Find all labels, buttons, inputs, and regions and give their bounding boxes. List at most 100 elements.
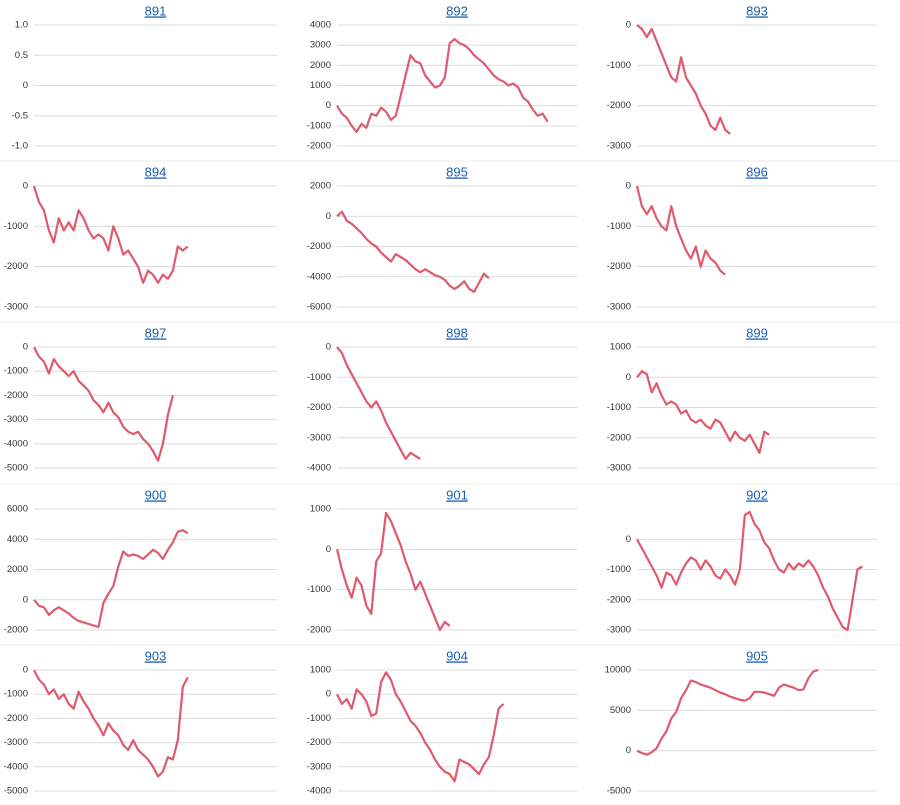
y-tick-label: 0 bbox=[326, 544, 331, 555]
y-tick-label: 0 bbox=[626, 745, 631, 756]
y-tick-label: -3000 bbox=[607, 463, 631, 474]
line-series bbox=[336, 38, 549, 133]
y-tick-label: -2000 bbox=[607, 100, 631, 111]
y-tick-label: 2000 bbox=[7, 564, 28, 575]
y-tick-label: -4000 bbox=[4, 761, 28, 772]
y-tick-label: 3000 bbox=[310, 40, 331, 51]
chart-title[interactable]: 891 bbox=[145, 3, 167, 18]
y-tick-label: 0 bbox=[326, 342, 331, 353]
chart-title[interactable]: 899 bbox=[746, 325, 768, 340]
y-tick-label: -1000 bbox=[607, 564, 631, 575]
y-tick-label: -3000 bbox=[307, 761, 331, 772]
line-series bbox=[32, 185, 189, 284]
y-tick-label: -1000 bbox=[307, 120, 331, 131]
line-series bbox=[33, 669, 189, 778]
y-tick-label: -2000 bbox=[307, 141, 331, 152]
y-tick-label: -1000 bbox=[307, 584, 331, 595]
y-tick-label: -4000 bbox=[307, 786, 331, 797]
y-tick-label: -1000 bbox=[307, 713, 331, 724]
y-tick-label: -3000 bbox=[607, 302, 631, 313]
line-series bbox=[636, 668, 819, 756]
line-series bbox=[335, 511, 451, 632]
y-tick-label: 0 bbox=[626, 181, 631, 192]
y-tick-label: -4000 bbox=[307, 271, 331, 282]
y-tick-label: -4000 bbox=[4, 438, 28, 449]
chart-title[interactable]: 903 bbox=[145, 648, 167, 663]
y-tick-label: -2000 bbox=[607, 261, 631, 272]
y-tick-label: 0 bbox=[23, 594, 28, 605]
y-tick-label: -5000 bbox=[4, 463, 28, 474]
y-tick-label: -1000 bbox=[607, 60, 631, 71]
line-series bbox=[636, 24, 731, 135]
y-tick-label: -1000 bbox=[607, 221, 631, 232]
y-tick-label: -3000 bbox=[4, 302, 28, 313]
y-tick-label: -2000 bbox=[307, 737, 331, 748]
y-tick-label: -1.0 bbox=[12, 141, 28, 152]
y-tick-label: 0 bbox=[23, 181, 28, 192]
y-tick-label: 0 bbox=[326, 689, 331, 700]
chart-title[interactable]: 902 bbox=[746, 487, 768, 502]
y-tick-label: 1000 bbox=[310, 665, 331, 676]
y-tick-label: -2000 bbox=[4, 261, 28, 272]
chart-title[interactable]: 894 bbox=[145, 164, 167, 179]
chart-title[interactable]: 904 bbox=[446, 648, 468, 663]
y-tick-label: 6000 bbox=[7, 504, 28, 515]
chart-title[interactable]: 892 bbox=[446, 3, 468, 18]
y-tick-label: 1.0 bbox=[15, 20, 28, 31]
chart-title[interactable]: 896 bbox=[746, 164, 768, 179]
y-tick-label: -3000 bbox=[4, 414, 28, 425]
y-tick-label: 0 bbox=[626, 20, 631, 31]
y-tick-label: 0 bbox=[626, 534, 631, 545]
y-tick-label: -1000 bbox=[4, 689, 28, 700]
y-tick-label: -1000 bbox=[607, 402, 631, 413]
y-tick-label: -2000 bbox=[4, 625, 28, 636]
y-tick-label: 1000 bbox=[610, 342, 631, 353]
y-tick-label: 2000 bbox=[310, 60, 331, 71]
y-tick-label: -3000 bbox=[607, 141, 631, 152]
y-tick-label: -6000 bbox=[307, 302, 331, 313]
chart-title[interactable]: 893 bbox=[746, 3, 768, 18]
y-tick-label: 1000 bbox=[310, 504, 331, 515]
y-tick-label: 5000 bbox=[610, 705, 631, 716]
y-tick-label: -3000 bbox=[4, 737, 28, 748]
y-tick-label: -0.5 bbox=[12, 110, 28, 121]
y-tick-label: -2000 bbox=[4, 713, 28, 724]
y-tick-label: 0 bbox=[23, 665, 28, 676]
y-tick-label: -2000 bbox=[607, 432, 631, 443]
y-tick-label: 2000 bbox=[310, 181, 331, 192]
y-tick-label: -1000 bbox=[4, 366, 28, 377]
chart-title[interactable]: 898 bbox=[446, 325, 468, 340]
y-tick-label: -4000 bbox=[307, 463, 331, 474]
line-series bbox=[635, 185, 726, 276]
y-tick-label: 10000 bbox=[605, 665, 631, 676]
chart-title[interactable]: 895 bbox=[446, 164, 468, 179]
chart-title[interactable]: 905 bbox=[746, 648, 768, 663]
y-tick-label: 0 bbox=[326, 211, 331, 222]
y-tick-label: 0 bbox=[326, 100, 331, 111]
y-tick-label: -2000 bbox=[607, 594, 631, 605]
line-series bbox=[33, 346, 174, 462]
y-tick-label: -1000 bbox=[307, 372, 331, 383]
line-series bbox=[636, 370, 770, 454]
y-tick-label: 0 bbox=[23, 80, 28, 91]
y-tick-label: -3000 bbox=[307, 432, 331, 443]
y-tick-label: 4000 bbox=[7, 534, 28, 545]
y-tick-label: -2000 bbox=[4, 390, 28, 401]
y-tick-label: 0 bbox=[626, 372, 631, 383]
y-tick-label: -2000 bbox=[307, 402, 331, 413]
y-tick-label: -1000 bbox=[4, 221, 28, 232]
y-tick-label: -3000 bbox=[607, 625, 631, 636]
line-series bbox=[336, 346, 421, 460]
y-tick-label: -2000 bbox=[307, 241, 331, 252]
line-series bbox=[636, 510, 863, 632]
chart-title[interactable]: 901 bbox=[446, 487, 468, 502]
chart-title[interactable]: 900 bbox=[145, 487, 167, 502]
y-tick-label: -2000 bbox=[307, 625, 331, 636]
chart-title[interactable]: 897 bbox=[145, 325, 167, 340]
y-tick-label: 1000 bbox=[310, 80, 331, 91]
y-tick-label: -5000 bbox=[4, 786, 28, 797]
line-series bbox=[33, 529, 189, 629]
y-tick-label: 0.5 bbox=[15, 50, 28, 61]
